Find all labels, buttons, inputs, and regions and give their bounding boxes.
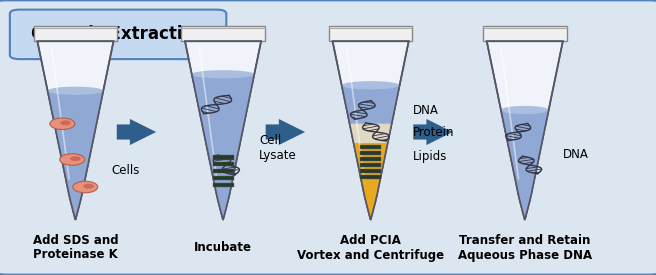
Text: Incubate: Incubate [194, 241, 252, 254]
Ellipse shape [70, 156, 81, 161]
Bar [359, 169, 382, 173]
Polygon shape [266, 119, 305, 145]
Ellipse shape [501, 106, 548, 114]
Bar [33, 26, 117, 41]
Ellipse shape [60, 154, 85, 165]
Polygon shape [501, 110, 548, 220]
Polygon shape [487, 41, 563, 220]
Text: Lipids: Lipids [413, 150, 447, 163]
Polygon shape [350, 124, 392, 143]
Bar [359, 163, 382, 167]
Bar [359, 151, 382, 155]
Bar [483, 26, 567, 41]
Bar [213, 169, 234, 173]
Text: Cell
Lysate: Cell Lysate [259, 134, 297, 163]
Polygon shape [48, 91, 103, 220]
Ellipse shape [342, 81, 400, 89]
Ellipse shape [192, 70, 255, 78]
Ellipse shape [50, 118, 75, 130]
Polygon shape [413, 119, 453, 145]
Polygon shape [342, 85, 400, 124]
Bar [213, 162, 234, 166]
Polygon shape [117, 119, 156, 145]
Text: Add PCIA
Vortex and Centrifuge: Add PCIA Vortex and Centrifuge [297, 233, 444, 262]
Bar [213, 155, 234, 159]
Text: Protein: Protein [413, 125, 455, 139]
Text: Add SDS and
Proteinase K: Add SDS and Proteinase K [33, 233, 118, 262]
Text: Cells: Cells [112, 164, 140, 177]
FancyBboxPatch shape [10, 10, 226, 59]
Text: DNA: DNA [563, 147, 588, 161]
Ellipse shape [60, 120, 71, 125]
Polygon shape [333, 41, 409, 220]
Polygon shape [185, 41, 261, 220]
Text: Organic Extraction: Organic Extraction [31, 25, 205, 43]
Bar [359, 145, 382, 149]
Text: DNA: DNA [413, 103, 439, 117]
Polygon shape [354, 143, 388, 220]
Ellipse shape [83, 184, 94, 189]
Ellipse shape [48, 87, 103, 95]
Polygon shape [37, 41, 113, 220]
Bar [213, 176, 234, 180]
Bar [213, 183, 234, 187]
Bar [181, 26, 265, 41]
Bar [329, 26, 413, 41]
Text: Transfer and Retain
Aqueous Phase DNA: Transfer and Retain Aqueous Phase DNA [458, 233, 592, 262]
Bar [359, 157, 382, 161]
Polygon shape [192, 74, 255, 220]
Bar [359, 175, 382, 179]
Ellipse shape [73, 181, 98, 193]
